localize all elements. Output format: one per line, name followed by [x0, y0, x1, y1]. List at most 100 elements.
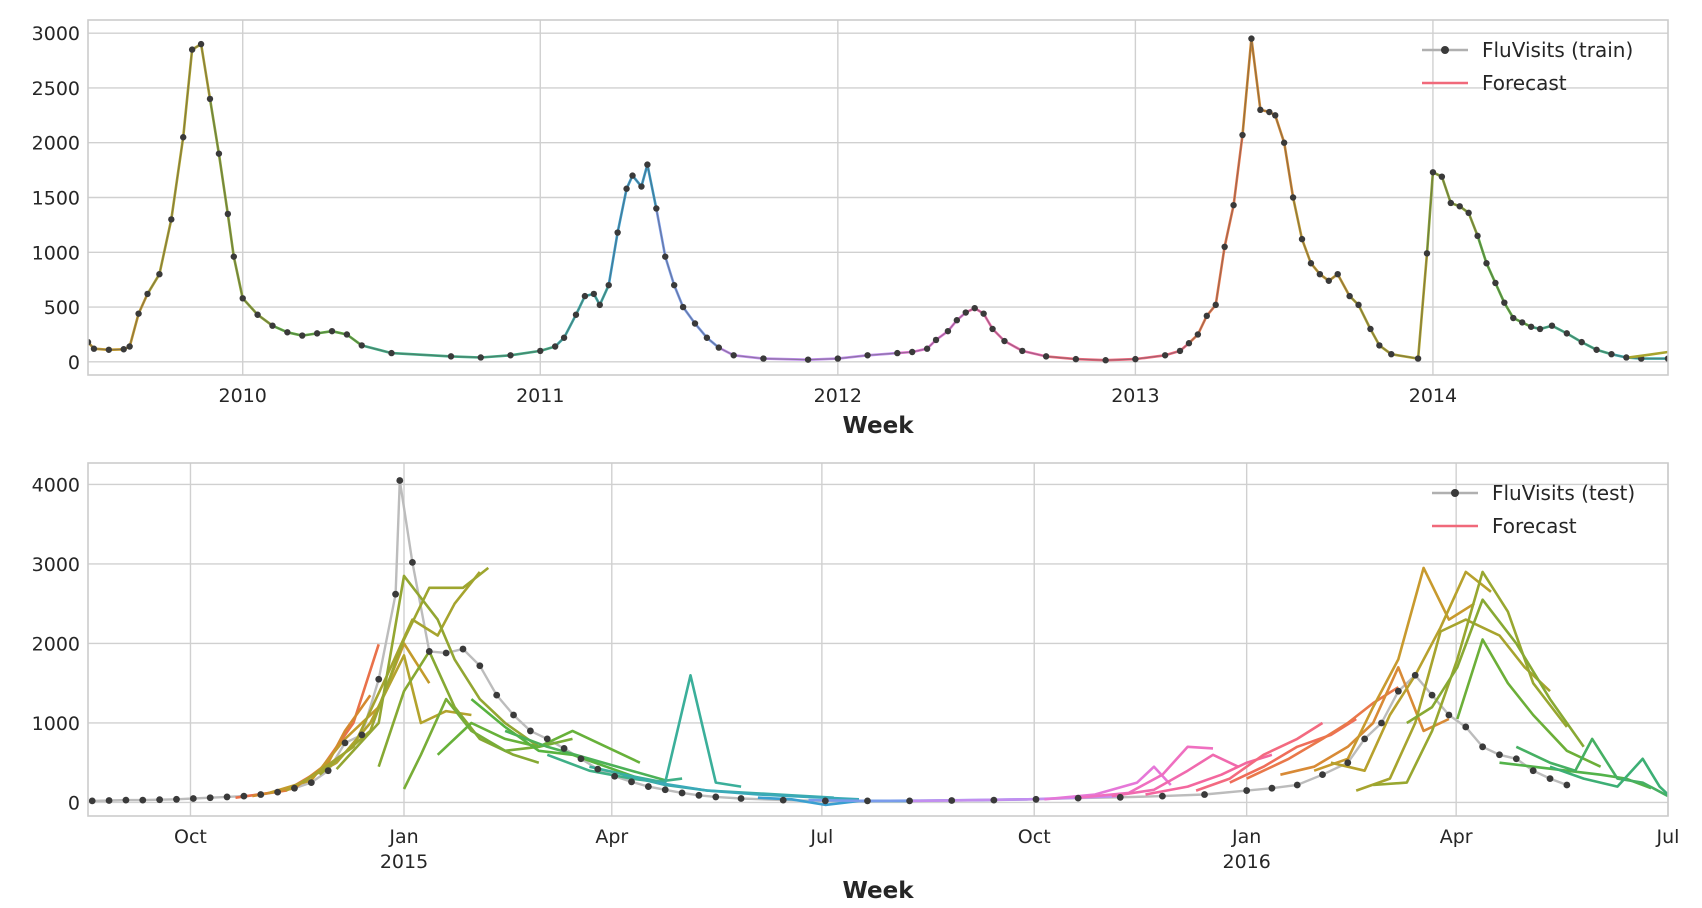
actual-point: [358, 342, 365, 349]
actual-point: [188, 46, 196, 53]
actual-point: [1221, 243, 1228, 251]
actual-point: [1243, 787, 1251, 794]
actual-point: [375, 675, 383, 683]
actual-point: [971, 304, 978, 312]
y-tick-label: 3000: [32, 23, 80, 45]
y-tick-label: 2000: [32, 633, 80, 655]
x-tick-label: Oct: [1018, 826, 1051, 848]
actual-point: [572, 311, 580, 318]
actual-point: [126, 343, 133, 350]
legend-entry: Forecast: [1432, 514, 1577, 538]
actual-point: [644, 161, 651, 168]
actual-point: [623, 185, 630, 192]
actual-point: [614, 229, 621, 236]
actual-point: [1423, 250, 1431, 257]
forecast-line: [1456, 638, 1602, 768]
actual-point: [307, 779, 315, 787]
actual-point: [577, 755, 585, 763]
actual-point: [1325, 277, 1332, 284]
forecast-line: [1280, 666, 1450, 776]
actual-point: [804, 356, 812, 363]
actual-point: [834, 355, 842, 362]
actual-point: [948, 797, 956, 804]
legend-label: FluVisits (test): [1492, 481, 1635, 505]
actual-point: [653, 205, 660, 212]
x-tick-label: Jan: [388, 826, 418, 848]
actual-point: [551, 343, 559, 350]
actual-point: [611, 772, 619, 780]
actual-point: [1429, 169, 1437, 176]
actual-point: [1194, 331, 1202, 338]
x-tick-label: 2010: [219, 385, 267, 407]
actual-point: [1272, 112, 1279, 119]
x-tick-label: 2012: [814, 385, 862, 407]
legend-entry: FluVisits (test): [1432, 481, 1635, 505]
actual-point: [1445, 711, 1453, 719]
actual-point: [1546, 775, 1554, 783]
actual-point: [661, 786, 669, 794]
actual-point: [1230, 201, 1237, 209]
actual-point: [1239, 131, 1246, 139]
actual-point: [1578, 338, 1585, 346]
actual-point: [989, 325, 996, 333]
actual-point: [1548, 322, 1556, 329]
actual-point: [1203, 312, 1210, 320]
actual-point: [1388, 350, 1395, 358]
actual-point: [254, 311, 261, 318]
actual-point: [679, 303, 687, 311]
actual-point: [1492, 279, 1499, 287]
actual-point: [122, 796, 130, 804]
actual-point: [1394, 687, 1402, 695]
actual-point: [197, 40, 205, 48]
actual-point: [1479, 743, 1487, 751]
legend-marker: [1441, 46, 1449, 54]
actual-point: [1159, 792, 1166, 800]
actual-point: [864, 797, 871, 805]
chart-panel-test: 0 1000 2000 3000 4000 Oct Jan 2015 Apr Jul Oct Jan 2…: [32, 462, 1679, 904]
forecast-line: [1549, 757, 1668, 796]
legend-label: Forecast: [1482, 71, 1567, 95]
actual-point: [1367, 325, 1374, 333]
forecast-line: [1313, 566, 1475, 772]
actual-point: [1456, 203, 1463, 210]
y-tick-label: 1000: [32, 713, 80, 735]
legend-marker: [1451, 489, 1459, 497]
actual-point: [691, 320, 699, 327]
actual-point: [313, 330, 321, 337]
actual-point: [560, 745, 568, 752]
actual-point: [341, 739, 349, 747]
actual-point: [629, 172, 636, 179]
x-tick-label: Apr: [1440, 826, 1473, 848]
forecast-line: [1195, 721, 1324, 792]
y-tick-label: 2000: [32, 133, 80, 155]
y-tick-label: 1500: [32, 188, 80, 210]
actual-point: [1266, 108, 1273, 116]
forecast-line: [1629, 350, 1668, 359]
actual-point: [1411, 671, 1419, 679]
y-tick-label: 500: [44, 297, 80, 319]
actual-point: [476, 662, 484, 670]
actual-point: [90, 345, 98, 352]
x-tick-year-label: 2015: [380, 851, 428, 873]
legend-entry: Forecast: [1422, 71, 1567, 95]
actual-point: [135, 310, 142, 317]
actual-point: [168, 216, 175, 223]
actual-point: [760, 355, 767, 362]
y-tick-label: 0: [68, 792, 80, 814]
actual-point: [605, 281, 612, 289]
legend-label: FluVisits (train): [1482, 38, 1633, 62]
actual-point: [328, 327, 336, 335]
actual-point: [715, 344, 723, 351]
actual-point: [1248, 35, 1255, 42]
actual-point: [396, 477, 404, 484]
actual-point: [425, 648, 433, 655]
x-axis-title: Week: [842, 878, 914, 904]
actual-point: [206, 794, 214, 802]
actual-point: [1483, 260, 1490, 267]
actual-point: [189, 795, 197, 802]
forecast-line: [1111, 753, 1239, 798]
actual-point: [962, 309, 969, 316]
plot-frame: [87, 19, 1669, 376]
actual-point: [224, 210, 232, 218]
x-tick-label: Jan: [1231, 826, 1261, 848]
